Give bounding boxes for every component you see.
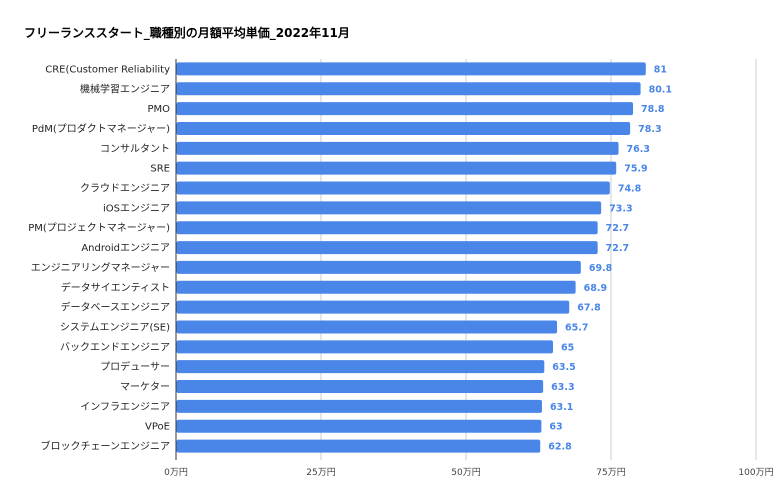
data-label: 74.8	[618, 184, 642, 195]
x-tick-label: 100万円	[738, 467, 773, 478]
bar	[176, 380, 544, 394]
data-label: 81	[654, 64, 667, 75]
category-label: PM(プロジェクトマネージャー)	[28, 222, 170, 234]
data-label: 65	[561, 342, 574, 353]
data-label: 72.7	[606, 223, 629, 234]
bar	[176, 82, 641, 96]
category-label: データベースエンジニア	[61, 301, 171, 314]
bar	[176, 161, 617, 175]
x-tick-label: 75万円	[596, 467, 625, 478]
category-label: コンサルタント	[100, 143, 170, 155]
bar	[176, 62, 646, 76]
category-label: CRE(Customer Reliability	[45, 64, 170, 75]
category-label: クラウドエンジニア	[80, 183, 170, 195]
category-label: PMO	[147, 104, 170, 115]
data-label: 63.1	[550, 402, 573, 413]
category-label: プロデューサー	[100, 360, 170, 373]
category-label: マーケター	[120, 381, 170, 393]
bar-layer	[176, 62, 646, 453]
bar	[176, 241, 598, 255]
data-label: 78.3	[638, 124, 661, 135]
data-label: 63	[549, 422, 562, 433]
category-label: iOSエンジニア	[103, 203, 170, 214]
category-label: Androidエンジニア	[81, 243, 170, 254]
data-label: 75.9	[624, 164, 647, 175]
data-label: 72.7	[606, 243, 629, 254]
category-label: エンジニアリングマネージャー	[31, 261, 170, 274]
data-label: 69.8	[589, 263, 613, 274]
bar	[176, 280, 576, 294]
data-label: 63.5	[552, 362, 575, 373]
data-label: 62.8	[548, 442, 572, 453]
category-label: 機械学習エンジニア	[80, 82, 170, 95]
data-label: 63.3	[551, 382, 574, 393]
data-label: 68.9	[584, 283, 607, 294]
bar	[176, 439, 541, 453]
bar	[176, 320, 558, 334]
bar	[176, 201, 602, 215]
bar	[176, 340, 553, 354]
category-label: バックエンドエンジニア	[60, 341, 170, 353]
bar	[176, 399, 542, 413]
category-label: VPoE	[145, 422, 170, 433]
x-tick-label: 25万円	[306, 467, 335, 478]
category-label: PdM(プロダクトマネージャー)	[32, 122, 170, 135]
bar	[176, 300, 570, 314]
data-label: 67.8	[577, 303, 601, 314]
label-layer: CRE(Customer Reliability 81 機械学習エンジニア 80.1 P…	[28, 64, 672, 452]
category-label: データサイエンティスト	[61, 281, 170, 294]
data-label: 65.7	[565, 322, 588, 333]
tick-layer: 0万円 25万円 50万円 75万円 100万円	[164, 467, 773, 478]
bar	[176, 221, 598, 235]
x-tick-label: 0万円	[164, 467, 188, 478]
data-label: 76.3	[627, 144, 650, 155]
x-tick-label: 50万円	[451, 467, 480, 478]
bar	[176, 102, 634, 116]
data-label: 78.8	[641, 104, 665, 115]
chart-title: フリーランススタート_職種別の月額平均単価_2022年11月	[24, 25, 350, 41]
category-label: システムエンジニア(SE)	[60, 321, 170, 333]
bar	[176, 141, 619, 155]
data-label: 80.1	[649, 84, 672, 95]
category-label: ブロックチェーンエンジニア	[41, 440, 171, 453]
bar	[176, 181, 610, 195]
category-label: SRE	[150, 164, 170, 175]
data-label: 73.3	[609, 203, 632, 214]
bar	[176, 360, 545, 374]
bar	[176, 260, 581, 274]
bar	[176, 121, 631, 135]
bar	[176, 419, 542, 433]
category-label: インフラエンジニア	[80, 401, 170, 413]
